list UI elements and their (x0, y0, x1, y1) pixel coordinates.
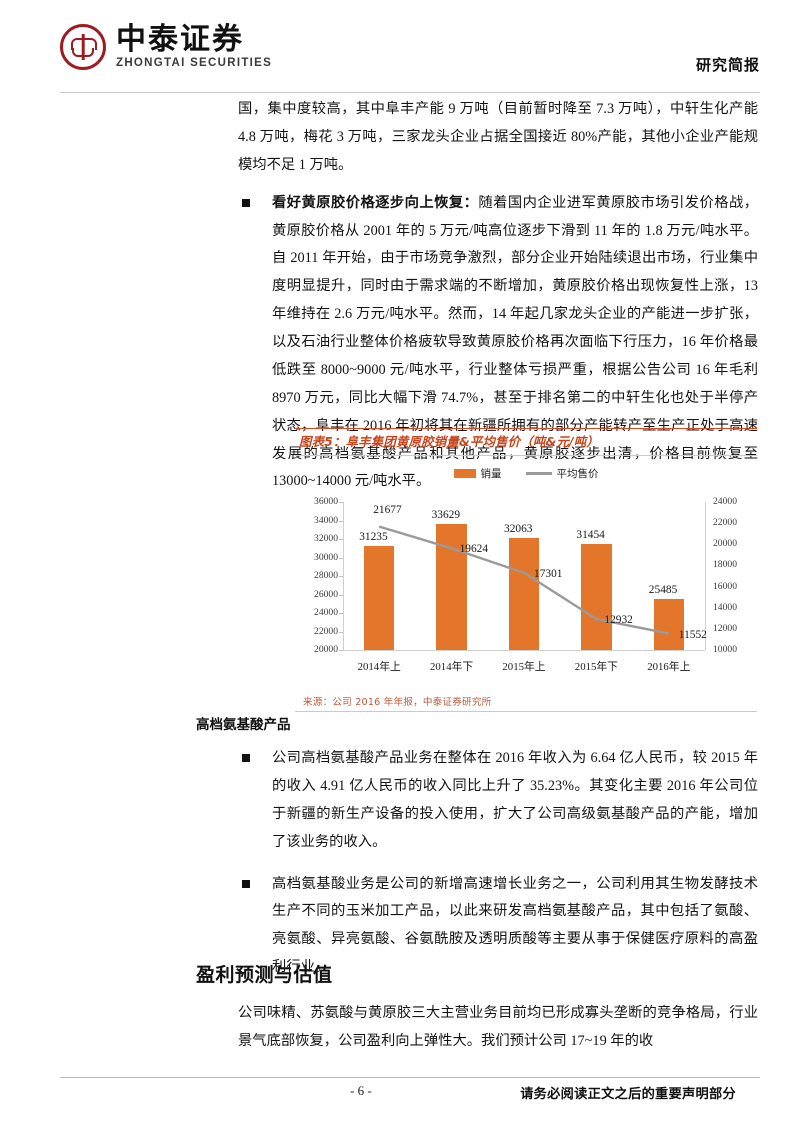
chart-line-value-label: 21677 (373, 503, 402, 516)
y-axis-left-tick-label: 28000 (314, 570, 338, 581)
chart-plot-area: 20000 22000 24000 26000 28000 30000 32000 34000… (295, 484, 757, 680)
chart-legend: 销量 平均售价 (295, 462, 757, 484)
figure-title: 图表5：阜丰集团黄原胶销量&平均售价（吨&元/吨） (299, 434, 599, 449)
chart-bar (508, 538, 540, 650)
chart-bar-value-label: 31454 (576, 529, 605, 542)
page-footer: - 6 - 请务必阅读正文之后的重要声明部分 (60, 1083, 760, 1107)
x-axis-category-label: 2015年上 (502, 661, 546, 673)
x-axis-category-label: 2015年下 (574, 661, 618, 673)
y-axis-left-tick (339, 631, 343, 633)
y-axis-line (343, 502, 344, 650)
x-axis-category-label: 2014年上 (357, 661, 401, 673)
chart-line-value-label: 17301 (534, 567, 563, 580)
y-axis-left-tick-label: 24000 (314, 607, 338, 618)
bullet-square-icon (242, 198, 250, 207)
legend-item-average-price: 平均售价 (525, 466, 599, 481)
bullet-body-text: 随着国内企业进军黄原胶市场引发价格战，黄原胶价格从 2001 年的 5 万元/吨… (272, 194, 759, 490)
figure-bottom-divider (295, 711, 757, 712)
chart-bar-value-label: 25485 (648, 584, 678, 597)
company-logo: 中泰证券 ZHONGTAI SECURITIES (60, 24, 272, 70)
x-axis-line (343, 650, 705, 651)
chart-bar-value-label: 33629 (431, 508, 461, 521)
header-divider (60, 92, 760, 93)
legend-item-sales-volume: 销量 (453, 466, 502, 481)
earnings-forecast-body: 公司味精、苏氨酸与黄原胶三大主营业务目前均已形成寡头垄断的竞争格局，行业景气底部… (238, 1000, 758, 1058)
bullet-lead-text: 看好黄原胶价格逐步向上恢复： (272, 194, 479, 211)
logo-emblem-inner-icon (72, 48, 94, 57)
y-axis-left-tick-label: 32000 (314, 533, 338, 544)
y-axis-left-tick-label: 26000 (314, 588, 338, 600)
figure-5: 图表5：阜丰集团黄原胶销量&平均售价（吨&元/吨） 销量 平均售价 20000 2… (295, 428, 757, 712)
y-axis-left-tick (339, 576, 343, 577)
footer-disclaimer: 请务必阅读正文之后的重要声明部分 (520, 1087, 736, 1102)
y-axis-right-tick-label: 14000 (713, 601, 737, 613)
y-axis-left-tick (339, 539, 343, 540)
y-axis-left-tick (339, 520, 343, 522)
bullet-paragraph: 公司高档氨基酸产品业务在整体在 2016 年收入为 6.64 亿人民币，较 20… (272, 750, 758, 850)
figure-title-bar: 图表5：阜丰集团黄原胶销量&平均售价（吨&元/吨） (295, 428, 757, 456)
logo-title-en: ZHONGTAI SECURITIES (116, 56, 273, 69)
y-axis-right-tick-label: 18000 (713, 559, 737, 571)
y-axis-right-tick-label: 16000 (713, 580, 737, 592)
logo-emblem-icon (60, 24, 106, 70)
section-heading-earnings-forecast: 盈利预测与估值 (196, 964, 333, 986)
chart-bar-value-label: 32063 (504, 523, 533, 536)
chart-line-value-label: 19624 (459, 543, 489, 556)
y-axis-right-tick-label: 12000 (713, 622, 737, 634)
y-axis-left-tick-label: 20000 (314, 644, 338, 655)
legend-bar-swatch-icon (453, 468, 476, 478)
chart-bar-value-label: 31235 (359, 531, 388, 544)
y-axis-left-tick (339, 502, 343, 503)
chart-bar (581, 544, 612, 650)
document-type-label: 研究简报 (695, 56, 760, 74)
logo-title-cn: 中泰证券 (116, 21, 244, 57)
y-axis-right-line (705, 502, 706, 650)
bullet-paragraph: 高档氨基酸业务是公司的新增高速增长业务之一，公司利用其生物发酵技术生产不同的玉米… (272, 875, 758, 976)
document-content: 国，集中度较高，其中阜丰产能 9 万吨（目前暂时降至 7.3 万吨），中轩生化产… (238, 96, 758, 496)
y-axis-left-tick (339, 650, 343, 651)
bullet-item-amino-growth: 高档氨基酸业务是公司的新增高速增长业务之一，公司利用其生物发酵技术生产不同的玉米… (238, 871, 758, 983)
y-axis-left-tick (339, 613, 343, 614)
chart-line-value-label: 11552 (678, 628, 707, 641)
y-axis-right-tick-label: 10000 (713, 644, 737, 655)
paragraph-continuation: 国，集中度较高，其中阜丰产能 9 万吨（目前暂时降至 7.3 万吨），中轩生化产… (238, 101, 758, 173)
figure-source: 来源：公司 2016 年年报，中泰证券研究所 (303, 697, 492, 708)
amino-acid-bullets: 公司高档氨基酸产品业务在整体在 2016 年收入为 6.64 亿人民币，较 20… (238, 745, 758, 982)
y-axis-right-tick-label: 20000 (713, 538, 737, 550)
bullet-item-xanthan-price: 看好黄原胶价格逐步向上恢复：随着国内企业进军黄原胶市场引发价格战，黄原胶价格从 … (238, 190, 758, 497)
y-axis-left-tick-label: 22000 (314, 625, 338, 637)
y-axis-right-tick-label: 24000 (713, 496, 737, 507)
footer-divider (60, 1077, 760, 1078)
footer-page-number: - 6 - (350, 1083, 372, 1098)
bullet-item-amino-revenue: 公司高档氨基酸产品业务在整体在 2016 年收入为 6.64 亿人民币，较 20… (238, 745, 758, 857)
logo-text: 中泰证券 ZHONGTAI SECURITIES (116, 21, 273, 70)
chart-bar (363, 546, 395, 650)
y-axis-left-tick-label: 36000 (314, 496, 338, 507)
legend-line-swatch-icon (525, 471, 552, 475)
bullet-square-icon (242, 754, 250, 762)
page-header: 中泰证券 ZHONGTAI SECURITIES 研究简报 (60, 24, 760, 86)
paragraph-earnings: 公司味精、苏氨酸与黄原胶三大主营业务目前均已形成寡头垄断的竞争格局，行业景气底部… (238, 1005, 758, 1049)
y-axis-left-tick-label: 34000 (314, 514, 338, 526)
chart-container: 销量 平均售价 20000 22000 24000 26000 28000 30000 32… (295, 456, 757, 688)
y-axis-right-tick-label: 22000 (713, 517, 737, 529)
bullet-square-icon (242, 879, 250, 888)
chart-bar (653, 599, 684, 650)
legend-label-sales-volume: 销量 (480, 467, 502, 480)
y-axis-left-tick (339, 557, 343, 559)
chart-line-value-label: 12932 (604, 614, 633, 626)
y-axis-left-tick (339, 594, 343, 596)
x-axis-category-label: 2014年下 (430, 661, 474, 673)
subheading-amino-acid: 高档氨基酸产品 (196, 717, 291, 733)
bullet-paragraph: 看好黄原胶价格逐步向上恢复：随着国内企业进军黄原胶市场引发价格战，黄原胶价格从 … (272, 190, 758, 497)
x-axis-category-label: 2016年上 (647, 661, 691, 673)
y-axis-left-tick-label: 30000 (314, 551, 338, 563)
legend-label-average-price: 平均售价 (556, 467, 599, 480)
